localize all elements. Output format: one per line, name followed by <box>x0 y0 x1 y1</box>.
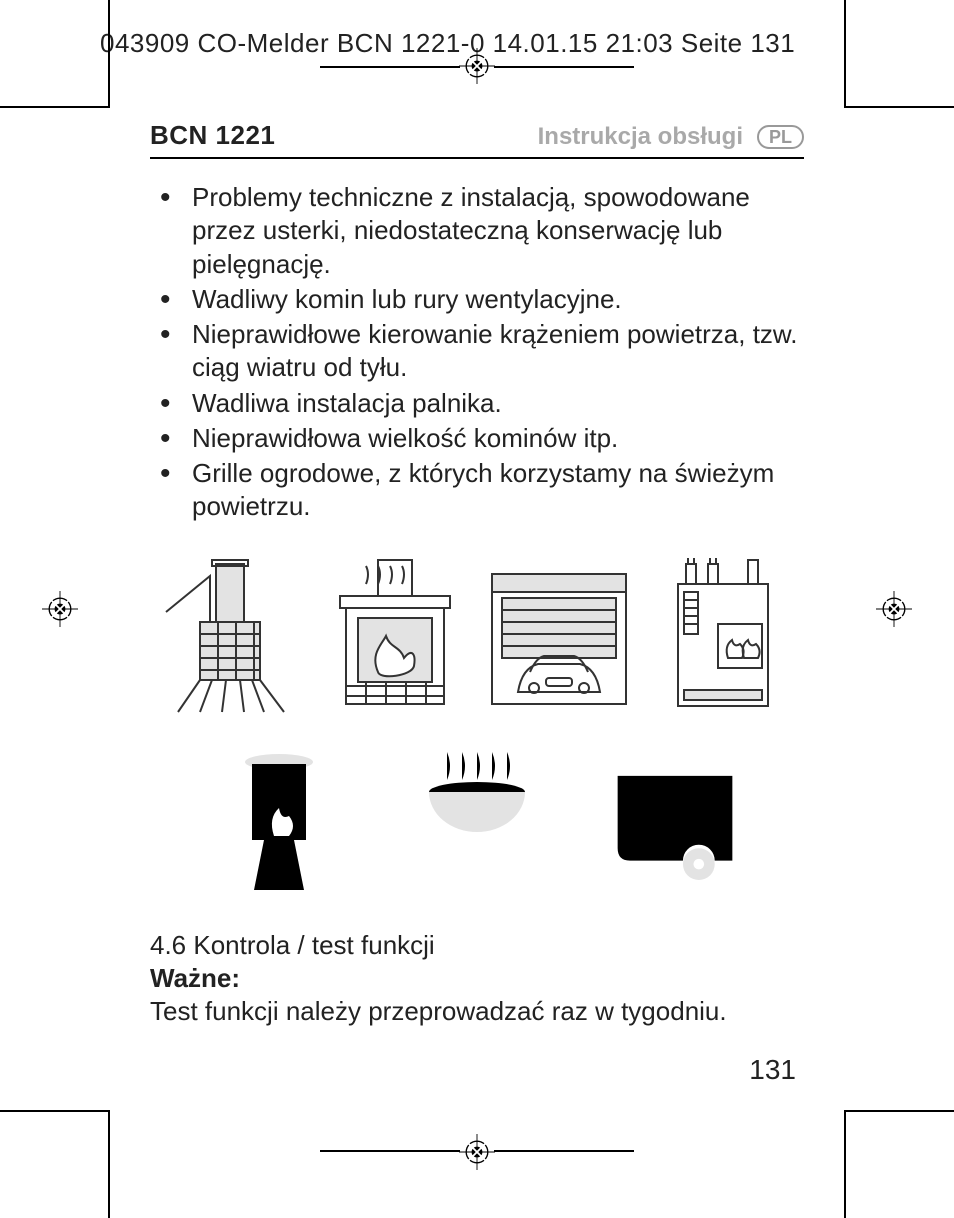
crop-mark <box>844 0 846 108</box>
fireplace-icon <box>320 554 470 714</box>
list-item: Wadliwy komin lub rury wentylacyjne. <box>192 283 804 316</box>
crop-mark <box>108 0 110 108</box>
crop-mark <box>844 1110 846 1218</box>
list-item: Wadliwa instalacja palnika. <box>192 387 804 420</box>
section-body: Test funkcji należy przeprowadzać raz w … <box>150 996 804 1027</box>
reg-line <box>320 66 460 68</box>
crop-mark <box>0 1110 110 1112</box>
registration-mark-icon <box>876 591 912 627</box>
boiler-icon <box>648 554 798 714</box>
page-header: BCN 1221 Instrukcja obsługi PL <box>150 120 804 159</box>
list-item: Nieprawidłowe kierowanie krążeniem powie… <box>192 318 804 385</box>
page-number: 131 <box>749 1054 796 1086</box>
garage-car-icon <box>484 554 634 714</box>
important-label: Ważne: <box>150 963 804 994</box>
caravan-icon <box>600 740 750 900</box>
registration-mark-icon <box>459 48 495 84</box>
registration-mark-icon <box>459 1134 495 1170</box>
list-item: Problemy techniczne z instalacją, spowod… <box>192 181 804 281</box>
reg-line <box>320 1150 460 1152</box>
section-heading: 4.6 Kontrola / test funkcji <box>150 930 804 961</box>
bullet-list: Problemy techniczne z instalacją, spowod… <box>150 181 804 524</box>
list-item: Grille ogrodowe, z których korzystamy na… <box>192 457 804 524</box>
patio-heater-icon <box>204 740 354 900</box>
illustrations-row-2 <box>150 740 804 900</box>
crop-mark <box>108 1110 110 1218</box>
subtitle-label: Instrukcja obsługi <box>538 123 743 151</box>
registration-mark-icon <box>42 591 78 627</box>
crop-mark <box>844 106 954 108</box>
reg-line <box>494 66 634 68</box>
language-badge: PL <box>757 125 804 149</box>
page-content: BCN 1221 Instrukcja obsługi PL Problemy … <box>110 108 844 1110</box>
reg-line <box>494 1150 634 1152</box>
illustrations-row-1 <box>150 554 804 714</box>
model-label: BCN 1221 <box>150 120 275 151</box>
list-item: Nieprawidłowa wielkość kominów itp. <box>192 422 804 455</box>
print-slug: 043909 CO-Melder BCN 1221-0 14.01.15 21:… <box>100 28 914 59</box>
bbq-grill-icon <box>402 740 552 900</box>
crop-mark <box>0 106 110 108</box>
chimney-icon <box>156 554 306 714</box>
crop-mark <box>844 1110 954 1112</box>
